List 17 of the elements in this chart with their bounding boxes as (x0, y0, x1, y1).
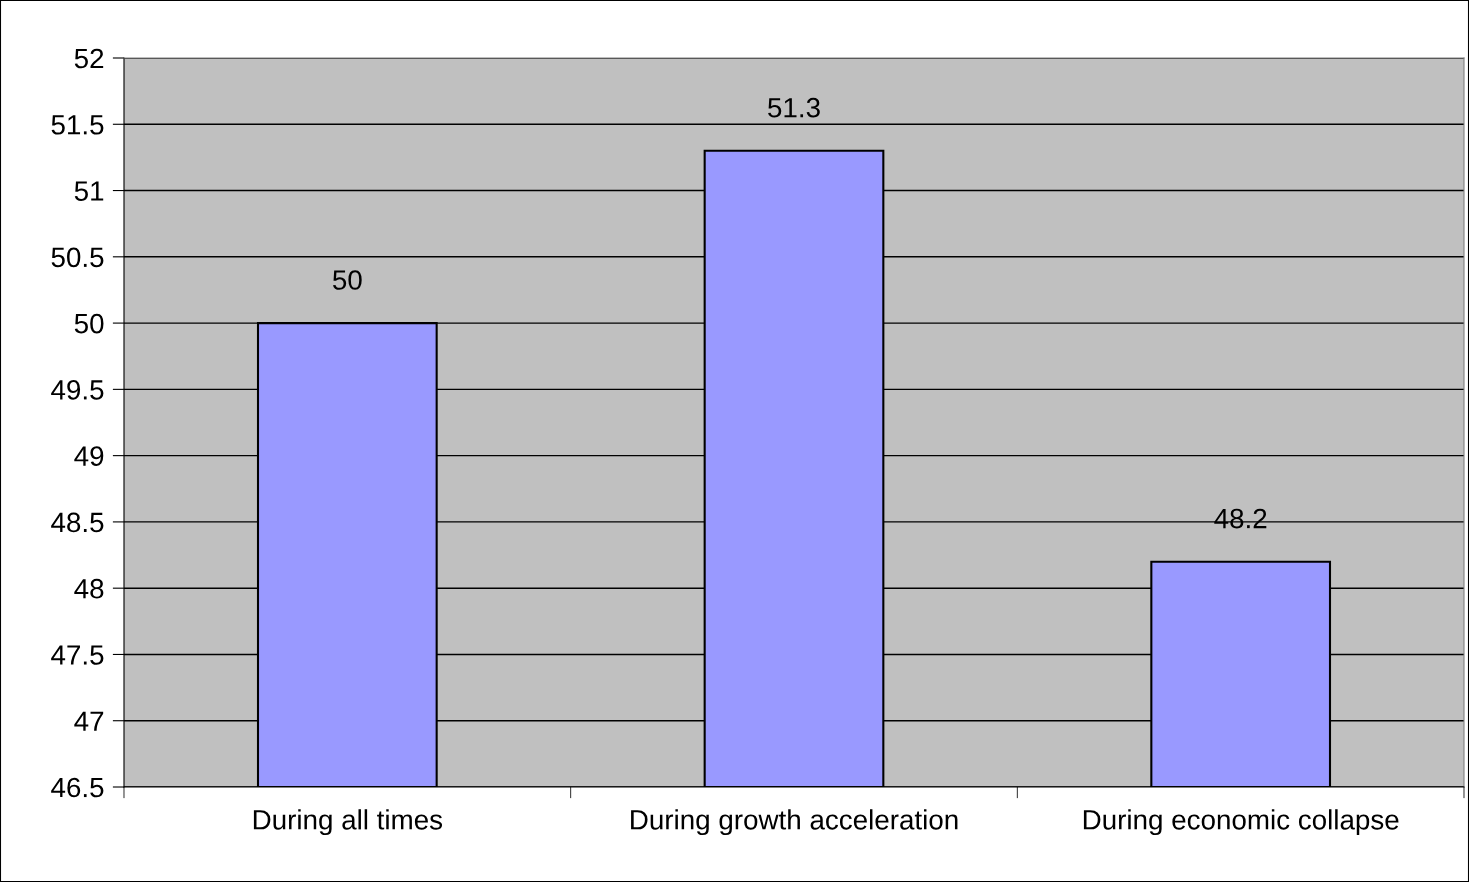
x-tick-label: During all times (253, 809, 443, 836)
y-tick-label: 47.5 (51, 645, 104, 665)
y-tick-label: 50.5 (51, 247, 104, 268)
data-label: 50 (333, 270, 362, 290)
y-tick-label: 46.5 (51, 777, 104, 798)
y-tick-label: 49 (74, 446, 104, 466)
y-tick-label: 49.5 (51, 380, 104, 400)
y-tick-label: 47 (74, 711, 104, 731)
y-tick-label: 52 (74, 48, 104, 69)
y-tick-label: 50 (74, 313, 104, 334)
x-tick-label: During growth acceleration (631, 809, 958, 836)
y-tick-label: 48.5 (51, 512, 104, 533)
y-tick-label: 51 (74, 181, 104, 201)
y-tick-label: 51.5 (51, 115, 104, 135)
data-label: 51.3 (768, 97, 820, 118)
y-tick-label: 48 (74, 578, 104, 599)
x-tick-label: During economic collapse (1083, 809, 1399, 836)
